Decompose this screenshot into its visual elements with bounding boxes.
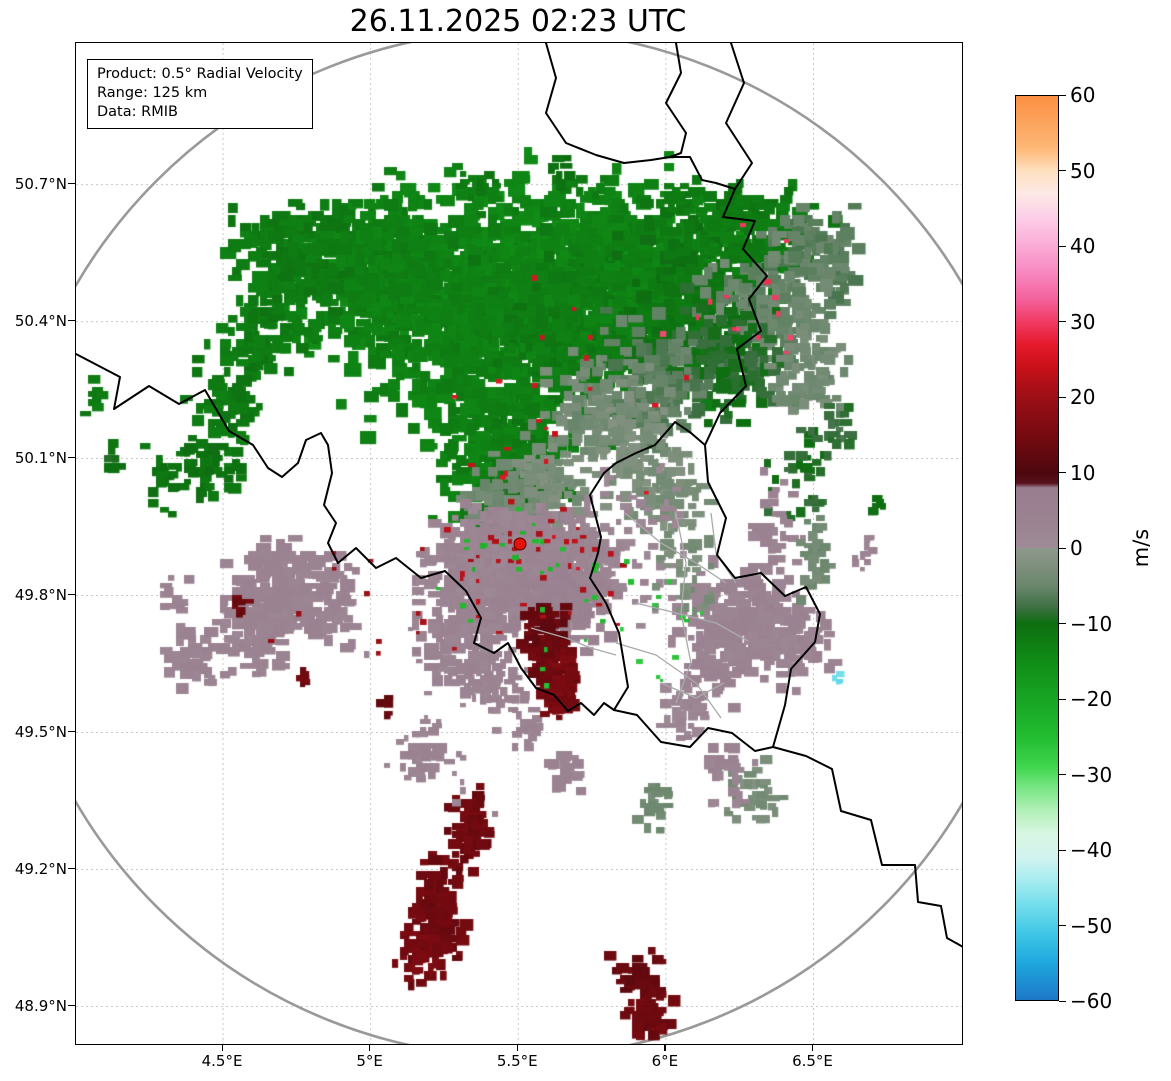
x-tick-mark [221,1044,223,1051]
border-luxembourg-germany [704,444,821,748]
colorbar-tick-label: −40 [1070,838,1113,862]
y-tick-mark [68,731,75,733]
y-tick-mark [68,320,75,322]
colorbar-tick-mark [1059,472,1066,474]
border-france-luxembourg [613,709,774,752]
y-tick-label: 49.2°N [14,859,67,878]
colorbar-tick-label: −30 [1070,762,1113,787]
info-source-line: Data: RMIB [97,104,178,121]
colorbar-tick-label: 60 [1070,83,1096,107]
border-france-germany [772,746,962,948]
x-tick-label: 6°E [651,1052,679,1070]
border-germany-north [725,43,753,190]
colorbar-tick-label: 30 [1070,309,1096,334]
y-tick-mark [68,183,75,185]
colorbar-tick-label: 0 [1070,536,1083,560]
colorbar-tick-mark [1059,1000,1066,1002]
colorbar-gradient [1015,95,1059,1001]
y-tick-mark [68,594,75,596]
x-tick-mark [369,1044,371,1051]
x-tick-mark [516,1044,519,1051]
colorbar-tick-mark [1059,925,1066,927]
border-belgium-luxembourg [589,421,706,711]
colorbar-tick-mark [1059,547,1066,549]
info-range-line: Range: 125 km [97,85,208,102]
product-info-box: Product: 0.5° Radial Velocity Range: 125… [87,59,313,130]
colorbar-tick-mark [1059,698,1066,700]
colorbar-tick-label: −50 [1070,913,1113,938]
border-belgium-germany [669,156,768,446]
national-borders [76,43,962,948]
colorbar-tick-mark [1059,170,1066,172]
district-borders [530,512,749,719]
colorbar-tick-label: 40 [1070,234,1096,258]
map-plot-area: Product: 0.5° Radial Velocity Range: 125… [75,42,963,1045]
colorbar-tick-label: 10 [1070,460,1096,485]
y-tick-mark [68,1005,75,1007]
border-netherlands-germany [665,43,687,158]
y-tick-label: 49.8°N [14,585,67,604]
x-tick-label: 5°E [356,1052,383,1070]
x-tick-label: 6.5°E [792,1052,833,1070]
y-tick-mark [68,868,75,870]
radar-site-marker [513,537,527,551]
colorbar-tick-mark [1059,774,1066,776]
info-product-line: Product: 0.5° Radial Velocity [97,66,303,82]
x-tick-mark [811,1044,814,1051]
x-tick-label: 5.5°E [496,1052,538,1070]
border-france-belgium [76,353,615,716]
colorbar-tick-label: −60 [1070,989,1113,1013]
y-tick-label: 49.5°N [14,722,67,741]
y-tick-label: 50.7°N [14,174,67,193]
colorbar-unit-label: m/s [1129,528,1153,568]
colorbar-tick-label: 20 [1070,385,1096,409]
x-tick-label: 4.5°E [201,1052,243,1070]
colorbar-tick-mark [1059,321,1066,323]
y-tick-label: 48.9°N [14,996,67,1015]
colorbar-tick-label: 50 [1070,158,1096,183]
colorbar-tick-label: −10 [1070,611,1113,636]
colorbar-tick-mark [1059,849,1066,851]
colorbar-tick-mark [1059,623,1066,625]
colorbar-tick-mark [1059,396,1066,398]
y-tick-label: 50.4°N [14,311,67,330]
colorbar-tick-mark [1059,94,1066,96]
y-tick-mark [68,457,75,459]
colorbar-tick-mark [1059,245,1066,247]
colorbar-tick-label: −20 [1070,687,1113,711]
x-tick-mark [664,1044,666,1051]
figure-title: 26.11.2025 02:23 UTC [349,4,687,39]
country-borders-layer [76,43,962,948]
y-tick-label: 50.1°N [14,448,67,467]
border-netherlands-belgium [545,43,671,164]
